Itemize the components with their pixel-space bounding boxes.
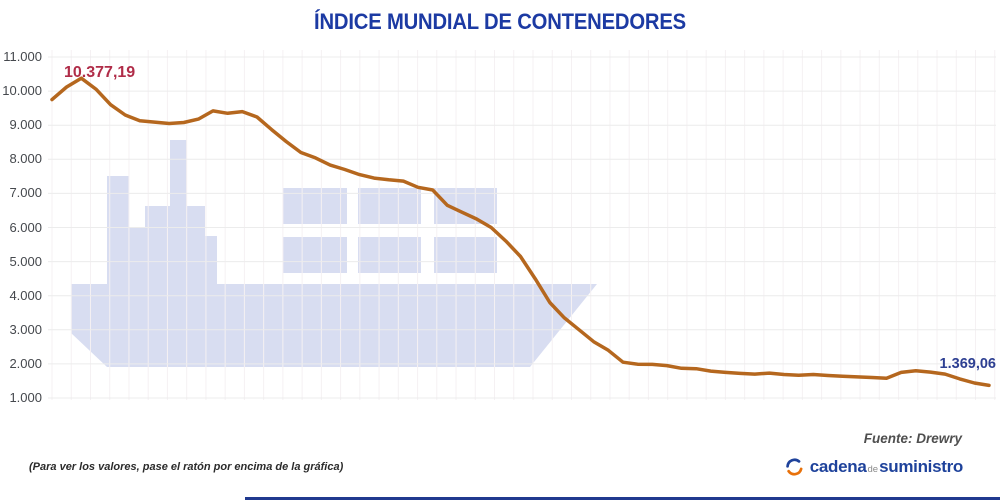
- y-axis-label: 11.000: [3, 49, 42, 64]
- end-value-label: 1.369,06: [939, 356, 996, 372]
- peak-value-label: 10.377,19: [64, 64, 136, 81]
- ship-watermark-part: [283, 237, 347, 273]
- ship-watermark-part: [358, 188, 421, 224]
- ship-watermark-icon: [71, 140, 597, 367]
- source-label: Fuente: Drewry: [863, 431, 962, 446]
- ship-watermark-part: [283, 188, 347, 224]
- bottom-bar: [245, 497, 1000, 500]
- logo-word-cadena: cadena: [809, 457, 867, 476]
- logo-word-suministro: suministro: [879, 457, 963, 476]
- y-axis-label: 8.000: [9, 151, 42, 167]
- chart-title: ÍNDICE MUNDIAL DE CONTENEDORES: [314, 9, 686, 34]
- logo-text: cadena de suministro: [809, 457, 964, 477]
- logo-word-de: de: [867, 464, 879, 475]
- ship-watermark-part: [434, 188, 497, 224]
- y-axis-label: 6.000: [9, 219, 42, 235]
- hover-hint: (Para ver los valores, pase el ratón por…: [29, 461, 344, 473]
- y-axis-label: 5.000: [9, 253, 42, 269]
- y-axis-label: 4.000: [9, 287, 42, 303]
- y-axis-label: 2.000: [9, 355, 42, 371]
- y-axis-label: 9.000: [9, 117, 42, 133]
- ship-watermark-part: [107, 140, 217, 284]
- y-axis-label: 10.000: [2, 83, 42, 99]
- ship-watermark-part: [358, 237, 421, 273]
- y-axis-label: 3.000: [9, 321, 42, 337]
- y-axis-label: 1.000: [9, 390, 42, 405]
- gridlines: [48, 50, 996, 400]
- ship-watermark-part: [434, 237, 497, 273]
- logo-icon: [785, 458, 803, 476]
- logo[interactable]: cadena de suministro: [784, 456, 963, 478]
- ship-watermark-part: [71, 284, 597, 367]
- index-line-series[interactable]: [50, 76, 991, 388]
- y-axis-label: 7.000: [9, 185, 42, 201]
